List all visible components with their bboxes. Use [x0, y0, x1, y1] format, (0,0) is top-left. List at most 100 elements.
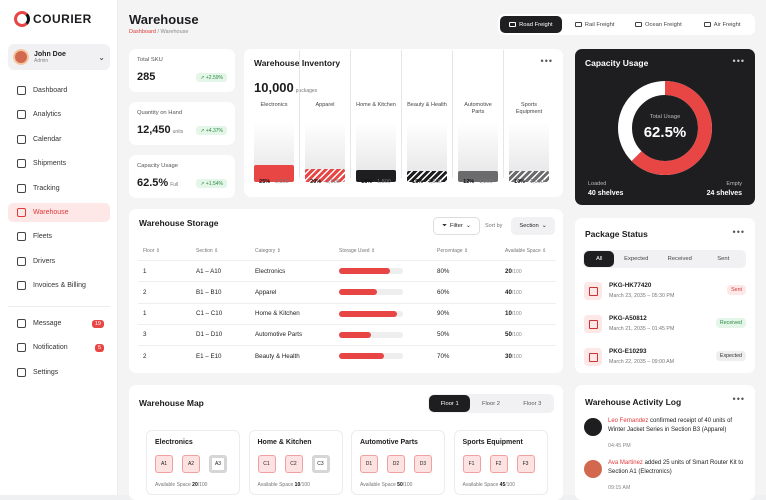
- shelf-slot[interactable]: C1: [257, 455, 276, 473]
- change-badge: ↗ +4.37%: [196, 126, 227, 135]
- more-icon[interactable]: •••: [732, 227, 745, 237]
- warehouse-zone[interactable]: Sports Equipment F1 F2 F3 Available Space 45…: [453, 430, 548, 495]
- column-header[interactable]: Available Space ⇕: [505, 248, 556, 254]
- table-row[interactable]: 1 A1 – A10 Electronics 80% 20/100: [138, 260, 556, 281]
- more-icon[interactable]: •••: [540, 56, 553, 66]
- warehouse-zone[interactable]: Home & Kitchen C1 C2 C3 Available Space 10/1…: [248, 430, 343, 495]
- sidebar-item[interactable]: Invoices & Billing: [8, 276, 110, 295]
- stat-number: 12,450: [137, 124, 171, 136]
- stat-label: Capacity Usage: [137, 163, 178, 169]
- freight-mode-tab[interactable]: Ocean Freight: [628, 16, 690, 33]
- sidebar-item[interactable]: Shipments: [8, 154, 110, 173]
- column-header[interactable]: Floor ⇕: [138, 248, 196, 254]
- freight-mode-tab[interactable]: Air Freight: [691, 16, 753, 33]
- shelf-slot[interactable]: A3: [209, 455, 227, 473]
- package-item[interactable]: PKG-E10293 March 22, 2035 – 09:00 AM Expec…: [584, 344, 746, 372]
- shelf-slot[interactable]: F2: [489, 455, 508, 473]
- shelf-slot[interactable]: F1: [462, 455, 481, 473]
- sidebar-item[interactable]: Fleets: [8, 227, 110, 246]
- more-icon[interactable]: •••: [732, 394, 745, 404]
- sidebar-item[interactable]: Warehouse: [8, 203, 110, 222]
- zone-name: Sports Equipment: [462, 439, 523, 446]
- package-tab-label: Expected: [624, 256, 649, 262]
- available-value: 10: [505, 310, 512, 318]
- package-tab[interactable]: Received: [658, 251, 702, 267]
- inventory-column-label: Beauty & Health: [407, 102, 447, 108]
- zone-available: Available Space 20/100: [155, 482, 207, 488]
- column-divider: [350, 50, 351, 178]
- activity-user[interactable]: Ava Martinez: [608, 460, 643, 466]
- inventory-column-value: 18% · 1,800: [361, 179, 391, 185]
- sidebar-item-label: Dashboard: [33, 87, 68, 94]
- change-value: +1.54%: [205, 180, 223, 187]
- stat-label: Total SKU: [137, 57, 163, 63]
- cell-floor: 2: [143, 352, 147, 360]
- table-row[interactable]: 2 B1 – B10 Apparel 60% 40/100: [138, 281, 556, 302]
- zone-name: Automotive Parts: [360, 439, 418, 446]
- floor-tab[interactable]: Floor 1: [429, 395, 471, 412]
- shelf-slot[interactable]: A1: [155, 455, 173, 473]
- shelf-slot[interactable]: D1: [360, 455, 378, 473]
- shelf-slot[interactable]: C3: [311, 455, 330, 473]
- table-row[interactable]: 3 D1 – D10 Automotive Parts 50% 50/100: [138, 323, 556, 345]
- cell-section: C1 – C10: [196, 310, 223, 318]
- table-row[interactable]: 1 C1 – C10 Home & Kitchen 90% 10/100: [138, 302, 556, 324]
- stat-unit: Full: [170, 182, 179, 188]
- sidebar-item[interactable]: Drivers: [8, 252, 110, 271]
- sidebar-item[interactable]: Calendar: [8, 130, 110, 149]
- sidebar-item[interactable]: Settings: [8, 363, 110, 382]
- logo[interactable]: COURIER: [14, 11, 92, 27]
- sidebar-item[interactable]: Dashboard: [8, 81, 110, 100]
- floor-tab[interactable]: Floor 2: [470, 395, 511, 412]
- floor-tab[interactable]: Floor 3: [512, 395, 553, 412]
- sidebar-item[interactable]: Tracking: [8, 179, 110, 198]
- storage-title: Warehouse Storage: [139, 218, 219, 228]
- cell-floor: 3: [143, 331, 147, 339]
- package-tab[interactable]: Expected: [614, 251, 658, 267]
- activity-user[interactable]: Leo Fernandez: [608, 418, 649, 424]
- warehouse-zone[interactable]: Electronics A1 A2 A3 Available Space 20/100: [146, 430, 240, 495]
- cell-category: Home & Kitchen: [255, 310, 300, 318]
- package-tab[interactable]: Sent: [701, 251, 745, 267]
- cell-storage-used: [339, 268, 437, 274]
- inventory-column: Electronics: [254, 102, 294, 192]
- table-row[interactable]: 2 E1 – E10 Beauty & Health 70% 30/100: [138, 345, 556, 366]
- column-header[interactable]: Storage Used ⇕: [339, 248, 437, 254]
- sort-select[interactable]: Section ⌄: [511, 217, 555, 235]
- sort-icon: ⇕: [369, 248, 376, 254]
- sort-value: Section: [519, 223, 539, 229]
- package-status-card: Package Status •••: [575, 218, 755, 373]
- cell-category: Beauty & Health: [255, 352, 300, 360]
- sidebar-item[interactable]: Notification 5: [8, 338, 110, 357]
- sidebar-item[interactable]: Analytics: [8, 105, 110, 124]
- shelf-slot[interactable]: A2: [182, 455, 200, 473]
- shelf-slot[interactable]: C2: [284, 455, 303, 473]
- column-header[interactable]: Percentage ⇕: [437, 248, 505, 254]
- shelf-slot[interactable]: F3: [516, 455, 535, 473]
- warehouse-zone[interactable]: Automotive Parts D1 D2 D3 Available Space 50…: [351, 430, 445, 495]
- inventory-column: Sports Equipment: [509, 102, 549, 192]
- cell-available: 20/100: [505, 268, 556, 275]
- column-header-label: Percentage: [437, 248, 463, 254]
- breadcrumb-root[interactable]: Dashboard: [129, 29, 156, 35]
- package-item[interactable]: PKG-A50812 March 21, 2035 – 01:45 PM Recei…: [584, 311, 746, 339]
- available-label: Available Space: [462, 482, 499, 488]
- shelf-slot[interactable]: D2: [387, 455, 405, 473]
- column-header[interactable]: Section ⇕: [196, 248, 255, 254]
- package-tab[interactable]: All: [584, 251, 615, 267]
- package-icon: [584, 348, 602, 366]
- more-icon[interactable]: •••: [732, 56, 745, 66]
- inventory-bar-fill: [305, 168, 345, 182]
- shelf-slot[interactable]: D3: [414, 455, 432, 473]
- column-header[interactable]: Category ⇕: [255, 248, 339, 254]
- freight-mode-tab[interactable]: Rail Freight: [564, 16, 626, 33]
- available-total: /100: [511, 332, 522, 339]
- package-date: March 21, 2035 – 01:45 PM: [609, 326, 675, 332]
- sidebar-item[interactable]: Message 19: [8, 314, 110, 333]
- package-date: March 23, 2035 – 05:30 PM: [609, 293, 675, 299]
- user-menu[interactable]: John Doe Admin ⌄: [8, 44, 110, 70]
- package-item[interactable]: PKG-HK77420 March 23, 2035 – 05:30 PM Sent: [584, 278, 746, 306]
- cell-floor: 1: [143, 267, 147, 275]
- filter-button[interactable]: ⏷ Filter ⌄: [433, 217, 480, 235]
- freight-mode-tab[interactable]: Road Freight: [500, 16, 562, 33]
